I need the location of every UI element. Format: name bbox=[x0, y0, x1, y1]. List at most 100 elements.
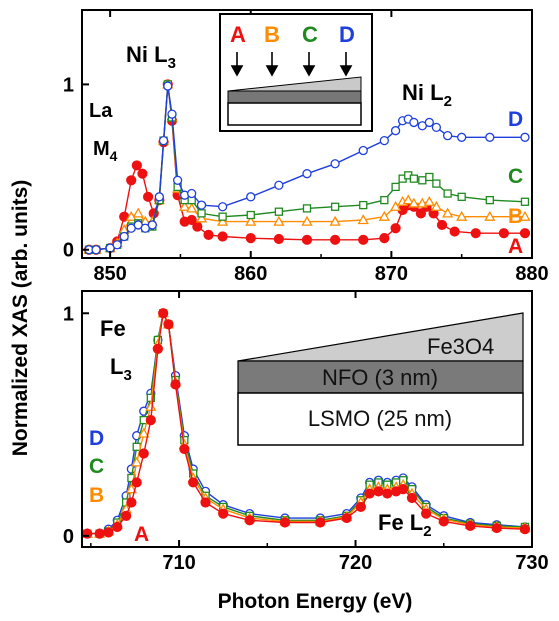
l3-label: L3 bbox=[110, 354, 132, 384]
top-point-b bbox=[217, 215, 229, 226]
top-point-d bbox=[119, 231, 129, 242]
top-point-d bbox=[187, 188, 197, 199]
inset-label-b: B bbox=[264, 22, 280, 47]
top-point-c bbox=[485, 195, 494, 205]
top-point-b bbox=[484, 210, 496, 221]
top-point-c bbox=[274, 207, 284, 216]
top-point-d bbox=[457, 132, 467, 142]
top-point-d bbox=[217, 202, 228, 212]
bottom-x-tick-label: 730 bbox=[515, 552, 548, 574]
top-point-b bbox=[408, 197, 420, 208]
inset-label-d: D bbox=[339, 22, 355, 47]
bottom-point-a bbox=[421, 508, 432, 519]
top-point-a bbox=[192, 221, 203, 232]
bottom-point-b bbox=[125, 483, 138, 494]
bottom-point-a bbox=[382, 488, 393, 499]
y-axis-label: Normalized XAS (arb. units) bbox=[9, 180, 32, 457]
inset-arrows bbox=[230, 52, 353, 77]
top-point-c bbox=[443, 189, 452, 198]
bottom-point-a bbox=[145, 415, 156, 426]
top-point-b bbox=[186, 202, 198, 213]
bottom-label-c: C bbox=[89, 455, 104, 478]
top-point-c bbox=[432, 179, 441, 188]
top-label-d: D bbox=[508, 108, 523, 131]
bottom-point-a bbox=[438, 516, 449, 527]
top-point-c bbox=[409, 174, 419, 183]
top-point-c bbox=[418, 176, 427, 185]
top-point-c bbox=[359, 200, 368, 210]
top-series-group bbox=[83, 78, 531, 255]
top-point-b bbox=[456, 210, 468, 221]
bottom-point-a bbox=[152, 343, 163, 354]
top-point-a bbox=[390, 223, 401, 234]
top-x-tick-label: 850 bbox=[93, 263, 126, 285]
bottom-x-tick-label: 720 bbox=[339, 552, 372, 574]
top-point-d bbox=[172, 175, 183, 185]
top-point-b bbox=[430, 200, 442, 211]
top-point-d bbox=[167, 109, 177, 119]
fe-l2-label: Fe L2 bbox=[378, 510, 432, 540]
top-point-b bbox=[245, 215, 257, 226]
top-series-d bbox=[84, 81, 530, 255]
top-point-b bbox=[389, 200, 402, 211]
top-point-b bbox=[378, 210, 390, 221]
top-point-b bbox=[402, 194, 414, 205]
top-point-b bbox=[329, 215, 341, 226]
top-point-a bbox=[245, 233, 256, 244]
bottom-point-b bbox=[131, 456, 143, 467]
top-point-d bbox=[246, 192, 256, 202]
top-point-d bbox=[274, 180, 284, 190]
top-point-d bbox=[196, 200, 207, 210]
top-point-d bbox=[390, 126, 401, 136]
bottom-point-a bbox=[355, 501, 366, 513]
top-point-d bbox=[409, 117, 419, 128]
lsmo-layer bbox=[237, 392, 524, 446]
top-x-tick-label: 860 bbox=[234, 263, 267, 285]
top-point-c bbox=[218, 212, 227, 221]
inset-middle-layer bbox=[227, 90, 362, 104]
top-point-b bbox=[519, 210, 531, 221]
top-point-d bbox=[424, 117, 434, 128]
bottom-point-a bbox=[103, 527, 114, 538]
top-point-d bbox=[163, 81, 173, 91]
top-point-a bbox=[470, 228, 481, 239]
top-point-d bbox=[442, 131, 453, 141]
bottom-point-a bbox=[126, 497, 137, 508]
top-point-b bbox=[179, 200, 191, 211]
top-y-tick-label: 1 bbox=[63, 74, 74, 96]
bottom-point-a bbox=[373, 486, 384, 497]
top-point-b bbox=[442, 207, 454, 218]
m4-label: M4 bbox=[93, 138, 118, 164]
bottom-point-a bbox=[179, 443, 190, 455]
x-axis-label: Photon Energy (eV) bbox=[218, 590, 413, 613]
bottom-label-a: A bbox=[134, 523, 149, 546]
top-point-b bbox=[423, 195, 435, 206]
top-label-a: A bbox=[508, 235, 523, 258]
top-point-a bbox=[131, 160, 142, 171]
bottom-point-a bbox=[112, 521, 123, 533]
bottom-label-d: D bbox=[89, 427, 104, 450]
top-point-d bbox=[154, 192, 164, 202]
top-point-a bbox=[436, 219, 448, 231]
bottom-point-a bbox=[519, 524, 531, 535]
top-x-tick-label: 870 bbox=[375, 263, 408, 285]
bottom-label-b: B bbox=[89, 484, 104, 507]
top-plot-frame bbox=[81, 9, 533, 259]
top-point-c bbox=[391, 182, 400, 192]
bottom-series-a bbox=[82, 308, 531, 539]
top-point-d bbox=[112, 240, 122, 250]
ni-l2-label: Ni L2 bbox=[402, 80, 452, 110]
bottom-point-a bbox=[158, 308, 169, 319]
inset-label-c: C bbox=[302, 22, 318, 47]
bottom-point-a bbox=[94, 528, 105, 539]
layer-stack-schematic: Fe3O4 NFO (3 nm) LSMO (25 nm) bbox=[237, 312, 524, 446]
bottom-point-a bbox=[170, 379, 181, 390]
la-label: La bbox=[89, 100, 113, 122]
top-point-a bbox=[498, 228, 509, 239]
nfo-layer-label: NFO (3 nm) bbox=[322, 365, 438, 390]
top-point-a bbox=[415, 208, 427, 219]
top-point-a bbox=[358, 234, 369, 245]
top-point-a bbox=[137, 168, 148, 179]
bottom-y-tick-label: 1 bbox=[63, 303, 74, 325]
